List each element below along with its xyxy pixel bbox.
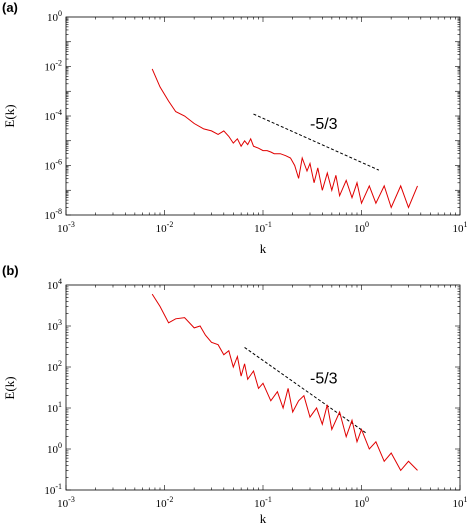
x-tick-label: 101 xyxy=(453,220,468,235)
plot-frame xyxy=(65,284,461,491)
axis-ticks xyxy=(65,285,461,491)
y-tick-label: 104 xyxy=(47,277,62,292)
y-tick-label: 10-1 xyxy=(44,482,62,497)
reference-slope-line xyxy=(253,113,380,171)
x-tick-labels: 10-3 10-2 10-1 100 101 xyxy=(57,495,467,510)
x-tick-label: 100 xyxy=(354,495,369,510)
x-tick-label: 10-1 xyxy=(254,495,272,510)
series-line-energy-spectrum xyxy=(151,68,418,209)
reference-slope-line xyxy=(244,347,366,434)
y-tick-labels: 10-8 10-6 10-4 10-2 100 xyxy=(44,9,62,222)
slope-annotation: -5/3 xyxy=(310,116,338,133)
x-tick-label: 10-2 xyxy=(156,220,174,235)
y-tick-label: 10-6 xyxy=(44,158,62,173)
panel-label: (a) xyxy=(2,0,18,15)
y-tick-label: 103 xyxy=(47,318,62,333)
series-line-energy-spectrum xyxy=(151,293,418,472)
x-tick-label: 100 xyxy=(354,220,369,235)
y-tick-label: 100 xyxy=(47,9,62,24)
y-tick-label: 102 xyxy=(47,359,62,374)
y-axis-label: E(k) xyxy=(2,376,17,399)
x-axis-label: k xyxy=(260,511,267,526)
y-tick-label: 101 xyxy=(47,400,62,415)
x-tick-label: 10-3 xyxy=(57,495,75,510)
y-tick-label: 10-8 xyxy=(44,207,62,222)
y-tick-label: 10-4 xyxy=(44,108,62,123)
panel-label: (b) xyxy=(2,263,19,278)
y-tick-label: 100 xyxy=(47,441,62,456)
chart-panel-b: (b) 10-3 10-2 10-1 100 101 10-11001011021031… xyxy=(2,263,468,526)
x-tick-label: 101 xyxy=(453,495,468,510)
axis-ticks xyxy=(65,17,461,216)
chart-panel-a: (a) 10-3 10-2 10-1 100 101 10-810-610-410-21… xyxy=(2,0,468,256)
x-axis-label: k xyxy=(260,241,267,256)
y-tick-label: 10-2 xyxy=(44,59,62,74)
x-tick-labels: 10-3 10-2 10-1 100 101 xyxy=(57,220,467,235)
x-tick-label: 10-3 xyxy=(57,220,75,235)
x-tick-label: 10-1 xyxy=(254,220,272,235)
slope-annotation: -5/3 xyxy=(310,370,338,387)
x-tick-label: 10-2 xyxy=(156,495,174,510)
y-tick-labels: 10-1 100 101 102 103 104 xyxy=(44,277,62,497)
y-axis-label: E(k) xyxy=(2,104,17,127)
